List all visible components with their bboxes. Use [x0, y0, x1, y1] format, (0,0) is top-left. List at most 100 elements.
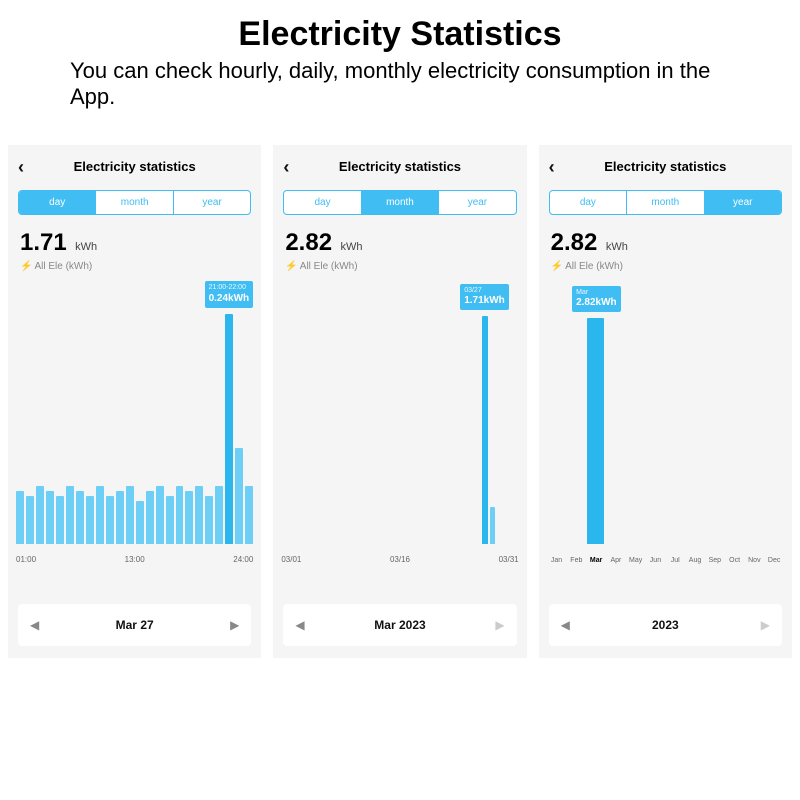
bar[interactable]	[146, 491, 154, 544]
panel-title: Electricity statistics	[604, 159, 726, 174]
prev-button[interactable]: ◀	[561, 618, 570, 632]
bar[interactable]	[235, 448, 243, 544]
bolt-icon: ⚡	[285, 261, 297, 272]
chart-tooltip: 21:00-22:000.24kWh	[205, 281, 254, 307]
reading-value: 2.82	[285, 229, 332, 257]
reading-block: 2.82 kWh ⚡All Ele (kWh)	[539, 215, 792, 276]
tab-year[interactable]: year	[704, 191, 781, 214]
xaxis-label: Apr	[606, 557, 626, 564]
chart-area[interactable]: 21:00-22:000.24kWh 01:00 13:00 24:00	[8, 284, 261, 574]
time-range-tabs: day month year	[283, 190, 516, 215]
bar[interactable]	[86, 496, 94, 544]
bar[interactable]	[56, 496, 64, 544]
panels-row: ‹ Electricity statistics day month year …	[0, 115, 800, 658]
xaxis-label: 24:00	[233, 555, 253, 564]
panel-day: ‹ Electricity statistics day month year …	[8, 145, 261, 658]
xaxis-label: 03/16	[390, 555, 410, 564]
panel-header: ‹ Electricity statistics	[8, 145, 261, 184]
bar[interactable]	[205, 496, 213, 544]
panel-month: ‹ Electricity statistics day month year …	[273, 145, 526, 658]
reading-unit: kWh	[341, 241, 363, 253]
tab-day[interactable]: day	[284, 191, 360, 214]
bar[interactable]	[46, 491, 54, 544]
date-label: 2023	[652, 618, 679, 632]
chart-area[interactable]: Mar2.82kWhJanFebMarAprMayJunJulAugSepOct…	[539, 284, 792, 574]
bar[interactable]	[16, 491, 24, 544]
bar[interactable]	[185, 491, 193, 544]
bar-chart-day[interactable]: 21:00-22:000.24kWh 01:00 13:00 24:00	[16, 284, 253, 574]
bolt-icon: ⚡	[551, 261, 563, 272]
page-title: Electricity Statistics	[60, 15, 740, 54]
bar-chart-year[interactable]: Mar2.82kWhJanFebMarAprMayJunJulAugSepOct…	[547, 284, 784, 574]
date-nav: ◀ Mar 27 ▶	[18, 604, 251, 646]
bar[interactable]	[490, 507, 496, 544]
xaxis-label: 03/01	[281, 555, 301, 564]
next-button[interactable]: ▶	[230, 618, 239, 632]
xaxis-label: Jul	[665, 557, 685, 564]
time-range-tabs: day month year	[549, 190, 782, 215]
back-icon[interactable]: ‹	[549, 157, 555, 178]
tab-month[interactable]: month	[626, 191, 703, 214]
bar[interactable]	[66, 486, 74, 544]
page-subtitle: You can check hourly, daily, monthly ele…	[60, 58, 740, 110]
bar[interactable]	[156, 486, 164, 544]
panel-header: ‹ Electricity statistics	[539, 145, 792, 184]
bar[interactable]	[482, 316, 488, 544]
bar[interactable]	[195, 486, 203, 544]
bar[interactable]	[215, 486, 223, 544]
next-button[interactable]: ▶	[761, 618, 770, 632]
reading-block: 1.71 kWh ⚡All Ele (kWh)	[8, 215, 261, 276]
tab-day[interactable]: day	[19, 191, 95, 214]
xaxis-label: Dec	[764, 557, 784, 564]
xaxis-label: Aug	[685, 557, 705, 564]
date-nav: ◀ Mar 2023 ▶	[283, 604, 516, 646]
reading-sublabel: ⚡All Ele (kWh)	[20, 261, 249, 272]
panel-year: ‹ Electricity statistics day month year …	[539, 145, 792, 658]
bar[interactable]	[106, 496, 114, 544]
reading-unit: kWh	[606, 241, 628, 253]
bar[interactable]	[36, 486, 44, 544]
xaxis-label: Oct	[725, 557, 745, 564]
tab-year[interactable]: year	[438, 191, 515, 214]
reading-sublabel: ⚡All Ele (kWh)	[551, 261, 780, 272]
xaxis-label: Jun	[646, 557, 666, 564]
bar[interactable]	[136, 501, 144, 544]
back-icon[interactable]: ‹	[18, 157, 24, 178]
date-label: Mar 2023	[374, 618, 425, 632]
bar[interactable]	[245, 486, 253, 544]
bar[interactable]	[96, 486, 104, 544]
page-header: Electricity Statistics You can check hou…	[0, 0, 800, 115]
panel-title: Electricity statistics	[74, 159, 196, 174]
prev-button[interactable]: ◀	[295, 618, 304, 632]
xaxis-label: May	[626, 557, 646, 564]
xaxis-label: Jan	[547, 557, 567, 564]
tab-year[interactable]: year	[173, 191, 250, 214]
bar[interactable]	[166, 496, 174, 544]
next-button[interactable]: ▶	[495, 618, 504, 632]
date-label: Mar 27	[116, 618, 154, 632]
bar[interactable]	[587, 318, 605, 544]
bar[interactable]	[126, 486, 134, 544]
xaxis-label: 01:00	[16, 555, 36, 564]
bar[interactable]	[176, 486, 184, 544]
tab-day[interactable]: day	[550, 191, 626, 214]
xaxis-label: 03/31	[499, 555, 519, 564]
bar[interactable]	[26, 496, 34, 544]
back-icon[interactable]: ‹	[283, 157, 289, 178]
reading-unit: kWh	[75, 241, 97, 253]
bolt-icon: ⚡	[20, 261, 32, 272]
tab-month[interactable]: month	[361, 191, 438, 214]
prev-button[interactable]: ◀	[30, 618, 39, 632]
bar-chart-month[interactable]: 03/271.71kWh03/0103/1603/31	[281, 284, 518, 574]
panel-title: Electricity statistics	[339, 159, 461, 174]
xaxis-label: 13:00	[125, 555, 145, 564]
bar[interactable]	[116, 491, 124, 544]
xaxis-label: Mar	[586, 557, 606, 564]
bar[interactable]	[76, 491, 84, 544]
chart-tooltip: Mar2.82kWh	[572, 286, 621, 312]
xaxis-label: Nov	[744, 557, 764, 564]
tab-month[interactable]: month	[95, 191, 172, 214]
bar[interactable]	[225, 314, 233, 544]
reading-value: 1.71	[20, 229, 67, 257]
chart-area[interactable]: 03/271.71kWh03/0103/1603/31	[273, 284, 526, 574]
